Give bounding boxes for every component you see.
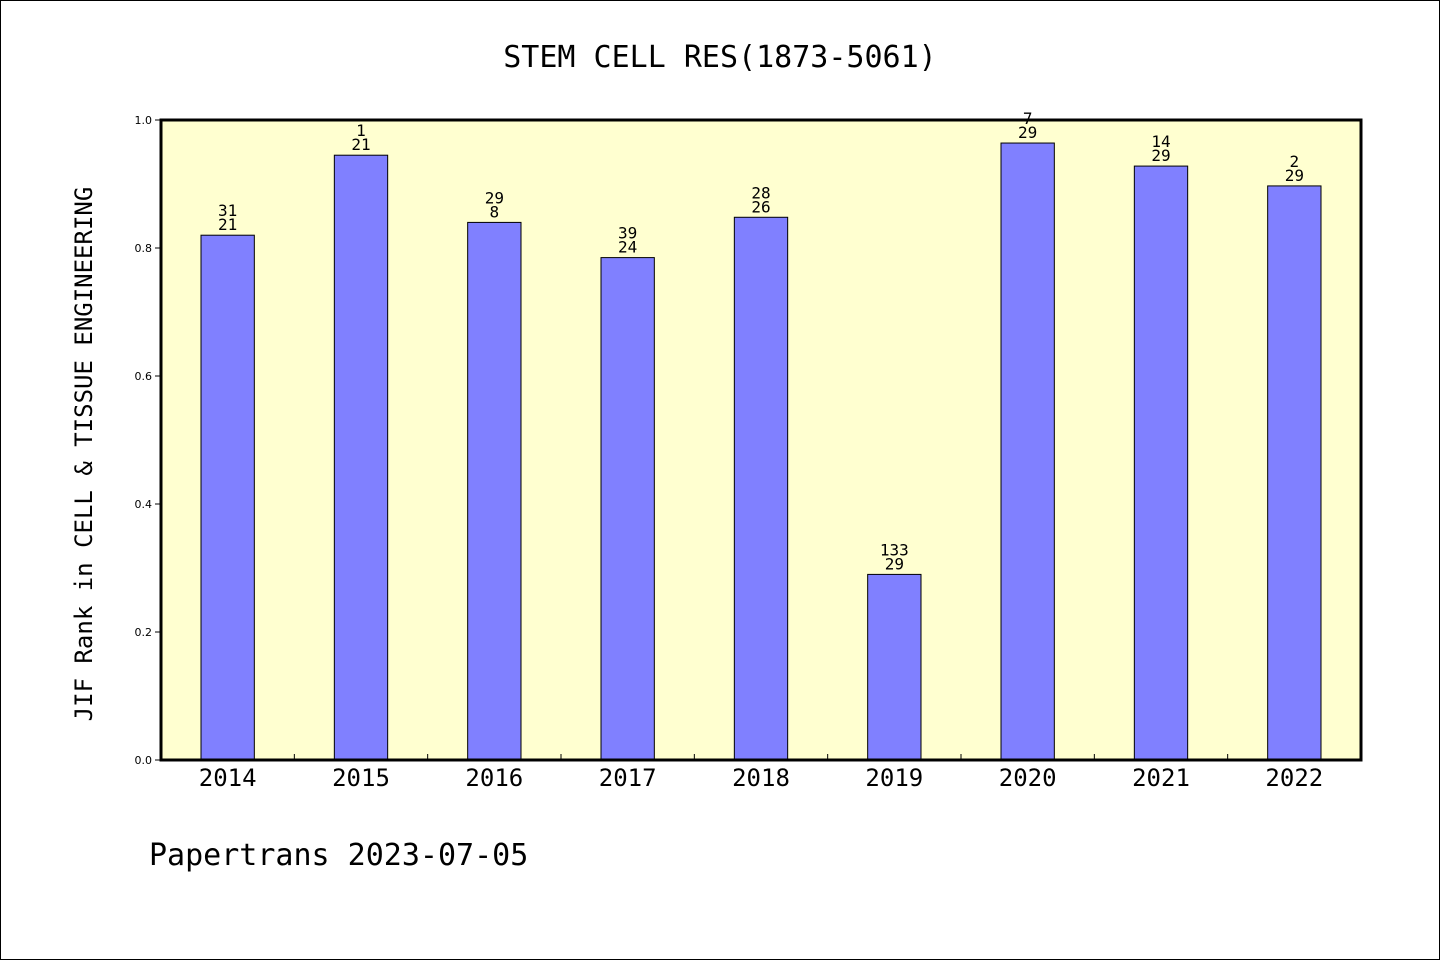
x-tick-label: 2017 — [599, 764, 657, 792]
y-tick-label: 0.0 — [135, 754, 153, 767]
bar-label-top: 29 — [485, 188, 504, 207]
y-tick-label: 0.6 — [135, 370, 153, 383]
bar-label-bottom: 24 — [618, 238, 637, 257]
bar-2018 — [733, 216, 789, 761]
x-tick-label: 2018 — [732, 764, 790, 792]
bar-label-top: 28 — [751, 183, 770, 202]
bars-group — [200, 142, 1322, 761]
x-tick-label: 2014 — [199, 764, 257, 792]
x-tick-label: 2016 — [465, 764, 523, 792]
bar-2014 — [200, 234, 255, 761]
bar-2015 — [333, 154, 389, 761]
bar-label-bottom: 8 — [490, 202, 500, 221]
x-tick-label: 2022 — [1265, 764, 1323, 792]
y-axis-label: JIF Rank in CELL & TISSUE ENGINEERING — [70, 187, 98, 722]
y-tick-label: 0.4 — [135, 498, 153, 511]
x-tick-label: 2015 — [332, 764, 390, 792]
bar-label-top: 133 — [880, 540, 909, 559]
bar-label-bottom: 29 — [1285, 166, 1304, 185]
bar-label-top: 14 — [1151, 132, 1170, 151]
bar-label-bottom: 29 — [1018, 123, 1037, 142]
bar-label-bottom: 29 — [1151, 146, 1170, 165]
plot-border — [159, 118, 1363, 762]
bar-2022 — [1267, 185, 1322, 761]
x-tick-label: 2019 — [865, 764, 923, 792]
y-axis: 0.0 0.2 0.4 0.6 0.8 1.0 — [135, 114, 161, 767]
bar-label-bottom: 26 — [751, 197, 770, 216]
y-tick-label: 0.8 — [135, 242, 153, 255]
y-tick-label: 1.0 — [135, 114, 153, 127]
bar-label-bottom: 29 — [885, 554, 904, 573]
footer-credit: Papertrans 2023-07-05 — [149, 838, 528, 873]
bar-2021 — [1133, 165, 1189, 761]
x-tick-label: 2020 — [999, 764, 1057, 792]
bar-label-bottom: 21 — [351, 135, 370, 154]
bar-label-top: 2 — [1290, 152, 1300, 171]
bar-2017 — [600, 257, 655, 761]
y-tick-label: 0.2 — [135, 626, 153, 639]
chart-title: STEM CELL RES(1873-5061) — [503, 40, 936, 75]
bar-2019 — [867, 573, 922, 761]
bar-2020 — [1000, 142, 1055, 761]
bar-label-top: 39 — [618, 224, 637, 243]
bar-label-top: 1 — [356, 121, 366, 140]
bar-label-bottom: 21 — [218, 215, 237, 234]
x-axis: 2014 2015 2016 2017 2018 2019 2020 2021 2022 — [199, 754, 1323, 792]
bar-2016 — [467, 221, 522, 761]
bar-label-top: 31 — [218, 201, 237, 220]
x-tick-label: 2021 — [1132, 764, 1190, 792]
